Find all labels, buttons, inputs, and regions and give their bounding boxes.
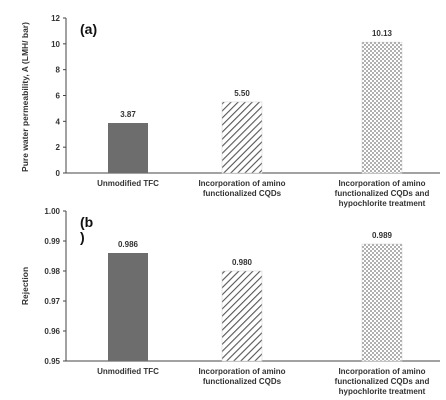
panel-label: (b) <box>80 214 93 245</box>
data-label: 5.50 <box>234 89 250 98</box>
y-tick-label: 0 <box>56 169 61 178</box>
x-category-label: functionalized CQDs <box>203 189 282 198</box>
x-category-label: hypochlorite treatment <box>339 387 426 396</box>
x-category-label: functionalized CQDs and <box>335 377 430 386</box>
panel-b: 0.95 0.96 0.97 0.98 0.99 1.00 Rejection (b) 0.98… <box>20 207 440 396</box>
bar-3 <box>361 41 403 174</box>
y-tick-label: 12 <box>51 14 60 23</box>
bar-2 <box>221 101 263 174</box>
y-tick-label: 0.96 <box>44 327 60 336</box>
y-tick-label: 0.95 <box>44 357 60 366</box>
bar-3 <box>361 243 403 362</box>
panel-label: (a) <box>80 21 97 37</box>
y-tick-label: 0.97 <box>44 297 60 306</box>
x-category-label: functionalized CQDs <box>203 377 282 386</box>
y-axis-label: Rejection <box>20 267 30 305</box>
y-axis-label: Pure water permeability, A (LMH/ bar) <box>20 22 30 172</box>
x-category-label: Unmodified TFC <box>97 179 159 188</box>
data-label: 0.986 <box>118 240 139 249</box>
y-tick-label: 6 <box>56 92 61 101</box>
bar-1 <box>108 253 148 361</box>
x-category-label: Unmodified TFC <box>97 367 159 376</box>
x-category-label: Incorporation of amino <box>198 179 285 188</box>
y-tick-label: 0.99 <box>44 237 60 246</box>
y-tick-label: 10 <box>51 40 60 49</box>
data-label: 0.980 <box>232 258 253 267</box>
y-tick-label: 4 <box>56 117 61 126</box>
x-category-label: Incorporation of amino <box>338 179 425 188</box>
y-tick-label: 2 <box>56 143 61 152</box>
data-label: 10.13 <box>372 29 393 38</box>
y-tick-label: 0.98 <box>44 267 60 276</box>
data-label: 3.87 <box>120 110 136 119</box>
x-category-label: Incorporation of amino <box>338 367 425 376</box>
x-category-label: hypochlorite treatment <box>339 199 426 208</box>
x-category-label: Incorporation of amino <box>198 367 285 376</box>
bar-1 <box>108 123 148 173</box>
y-tick-label: 1.00 <box>44 207 60 216</box>
bar-2 <box>221 270 263 362</box>
panel-a: 0 2 4 6 8 10 12 Pure water permeability, A (LMH… <box>20 14 440 208</box>
y-tick-label: 8 <box>56 66 61 75</box>
x-category-label: functionalized CQDs and <box>335 189 430 198</box>
data-label: 0.989 <box>372 231 393 240</box>
